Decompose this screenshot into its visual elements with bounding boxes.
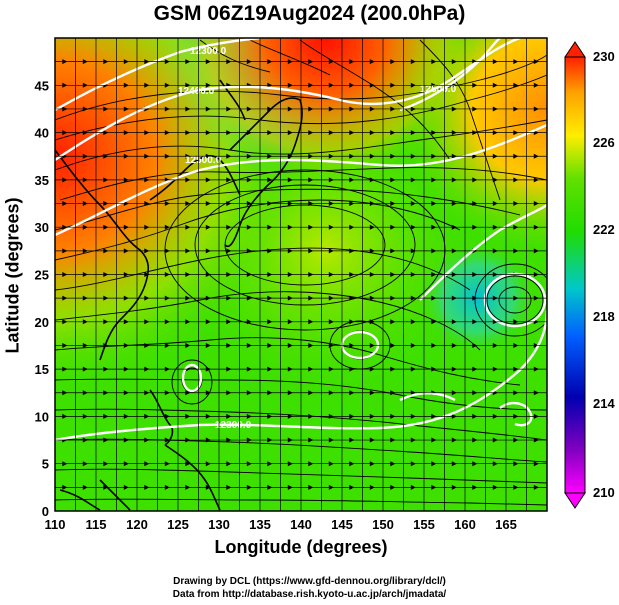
- contour-label: 12300.0: [215, 420, 252, 431]
- credit-data: Data from http://database.rish.kyoto-u.a…: [172, 589, 447, 600]
- x-tick-label: 140: [290, 517, 312, 532]
- colorbar-label: 230: [593, 49, 615, 64]
- y-tick-label: 35: [35, 173, 49, 188]
- y-tick-label: 10: [35, 409, 49, 424]
- colorbar-label: 210: [593, 485, 615, 500]
- x-tick-label: 150: [372, 517, 394, 532]
- colorbar-bottom-arrow: [564, 492, 586, 509]
- x-tick-labels: 110 115 120 125 130 135 140 145 150 155 160 165: [45, 517, 517, 532]
- y-tick-label: 0: [42, 504, 49, 519]
- streamlines: [55, 39, 547, 506]
- chart-title: GSM 06Z19Aug2024 (200.0hPa): [153, 2, 466, 25]
- contour-labels: 12300.0 12400.0 12500.0 12500.0 12300.0: [178, 46, 457, 431]
- y-tick-label: 40: [35, 126, 49, 141]
- colorbar-top-arrow: [564, 41, 586, 58]
- x-tick-label: 145: [331, 517, 353, 532]
- colorbar-label: 218: [593, 309, 615, 324]
- colorbar-label: 222: [593, 222, 615, 237]
- x-tick-label: 135: [249, 517, 271, 532]
- x-tick-label: 110: [45, 517, 66, 532]
- y-tick-label: 25: [35, 268, 49, 283]
- y-tick-label: 15: [35, 362, 49, 377]
- y-axis-label: Latitude (degrees): [2, 197, 23, 354]
- plot-frame: [54, 37, 548, 512]
- x-axis-label: Longitude (degrees): [214, 537, 388, 557]
- x-tick-label: 120: [126, 517, 148, 532]
- y-tick-label: 20: [35, 315, 49, 330]
- colorbar: 230 226 222 218 214 210: [564, 41, 615, 509]
- x-tick-label: 130: [208, 517, 230, 532]
- gridlines: [55, 38, 547, 511]
- x-tick-label: 165: [495, 517, 517, 532]
- contour-label: 12300.0: [190, 46, 227, 57]
- colorbar-label: 226: [593, 135, 615, 150]
- y-tick-label: 45: [35, 78, 49, 93]
- colorbar-scale: [564, 56, 586, 494]
- x-tick-label: 155: [413, 517, 435, 532]
- y-tick-label: 30: [35, 220, 49, 235]
- y-tick-labels: 0 5 10 15 20 25 30 35 40 45: [35, 78, 49, 519]
- x-tick-label: 125: [167, 517, 189, 532]
- temperature-field: 12300.0 12400.0 12500.0 12500.0 12300.0: [55, 38, 547, 511]
- y-tick-label: 5: [42, 457, 49, 472]
- contour-label: 12500.0: [185, 155, 222, 166]
- x-tick-label: 160: [454, 517, 476, 532]
- colorbar-label: 214: [593, 396, 615, 411]
- contour-label: 12500.0: [420, 84, 457, 95]
- contour-label: 12400.0: [178, 86, 215, 97]
- x-tick-label: 115: [86, 517, 107, 532]
- credit-drawing: Drawing by DCL (https://www.gfd-dennou.o…: [173, 576, 446, 587]
